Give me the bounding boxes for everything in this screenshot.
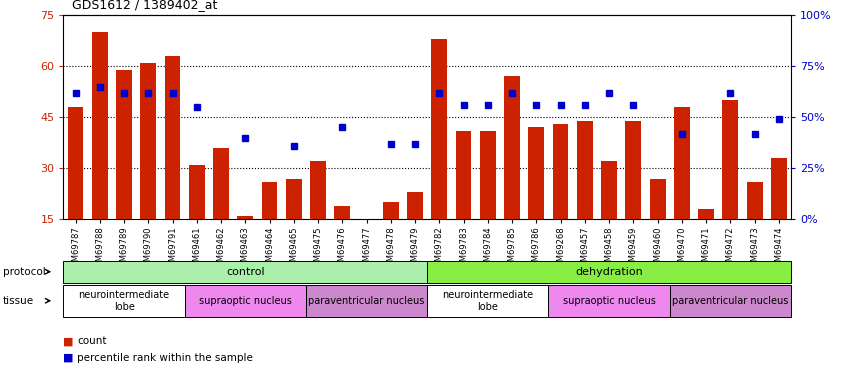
Bar bbox=[602, 162, 617, 219]
Bar bbox=[480, 131, 496, 219]
Bar bbox=[552, 124, 569, 219]
Text: paraventricular nucleus: paraventricular nucleus bbox=[673, 296, 788, 306]
Bar bbox=[529, 128, 544, 219]
Bar bbox=[189, 165, 205, 219]
Bar bbox=[334, 206, 350, 219]
Text: tissue: tissue bbox=[3, 296, 34, 306]
Bar bbox=[722, 100, 739, 219]
Bar bbox=[674, 107, 689, 219]
Bar bbox=[504, 76, 520, 219]
Text: neurointermediate
lobe: neurointermediate lobe bbox=[79, 290, 170, 312]
Text: supraoptic nucleus: supraoptic nucleus bbox=[563, 296, 656, 306]
Text: percentile rank within the sample: percentile rank within the sample bbox=[77, 353, 253, 363]
Bar bbox=[310, 162, 326, 219]
Bar bbox=[698, 209, 714, 219]
Bar bbox=[577, 121, 593, 219]
Text: paraventricular nucleus: paraventricular nucleus bbox=[309, 296, 425, 306]
Text: supraoptic nucleus: supraoptic nucleus bbox=[199, 296, 292, 306]
Bar bbox=[116, 69, 132, 219]
Text: ■: ■ bbox=[63, 353, 74, 363]
Text: dehydration: dehydration bbox=[575, 267, 643, 277]
Bar bbox=[261, 182, 277, 219]
Bar bbox=[213, 148, 229, 219]
Bar bbox=[456, 131, 471, 219]
Bar bbox=[431, 39, 448, 219]
Text: count: count bbox=[77, 336, 107, 346]
Bar bbox=[92, 32, 107, 219]
Bar bbox=[747, 182, 762, 219]
Bar bbox=[383, 202, 398, 219]
Bar bbox=[625, 121, 641, 219]
Text: GDS1612 / 1389402_at: GDS1612 / 1389402_at bbox=[72, 0, 217, 11]
Bar bbox=[238, 216, 253, 219]
Bar bbox=[286, 178, 302, 219]
Bar bbox=[407, 192, 423, 219]
Text: protocol: protocol bbox=[3, 267, 46, 277]
Bar bbox=[165, 56, 180, 219]
Text: control: control bbox=[226, 267, 265, 277]
Bar bbox=[771, 158, 787, 219]
Text: ■: ■ bbox=[63, 336, 74, 346]
Bar bbox=[650, 178, 666, 219]
Bar bbox=[68, 107, 84, 219]
Text: neurointermediate
lobe: neurointermediate lobe bbox=[442, 290, 534, 312]
Bar bbox=[140, 63, 157, 219]
